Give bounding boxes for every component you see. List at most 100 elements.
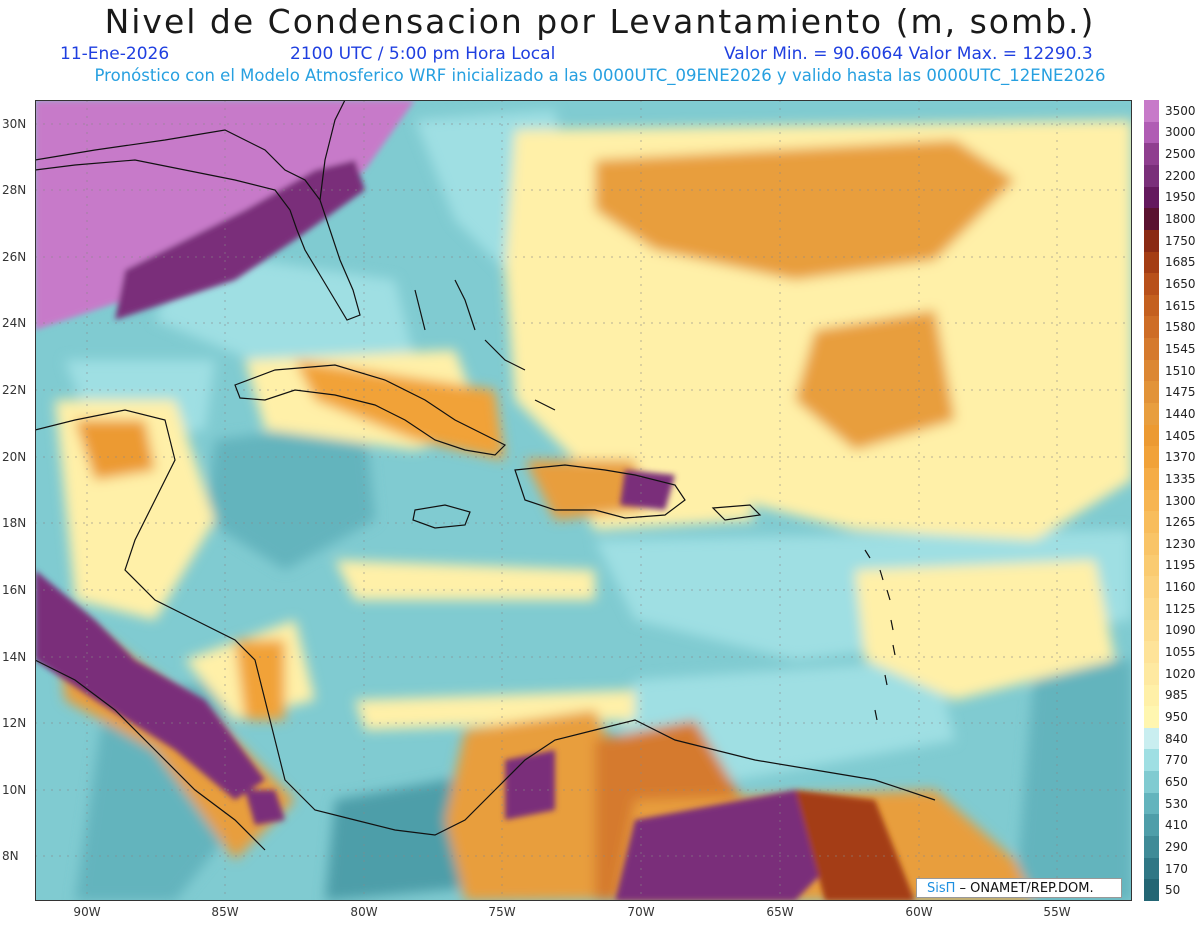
legend-swatch (1144, 597, 1159, 621)
legend-swatch (1144, 251, 1159, 274)
legend-swatch (1144, 662, 1159, 685)
forecast-date: 11-Ene-2026 (60, 44, 170, 64)
legend-label: 1440 (1165, 406, 1196, 421)
legend-swatch (1144, 836, 1159, 859)
legend-label: 1160 (1165, 580, 1196, 595)
legend-label: 1950 (1165, 190, 1196, 205)
legend-label: 1405 (1165, 428, 1196, 443)
legend-label: 1020 (1165, 666, 1196, 681)
legend-swatch (1144, 208, 1159, 231)
lat-tick: 30N (2, 117, 27, 131)
lat-tick: 28N (2, 183, 27, 197)
legend-label: 290 (1165, 839, 1188, 854)
legend-label: 650 (1165, 774, 1188, 789)
credit-box: SisΠ – ONAMET/REP.DOM. (916, 878, 1122, 898)
lon-tick: 90W (73, 905, 101, 919)
legend-swatch (1144, 186, 1159, 209)
legend-swatch (1144, 316, 1159, 339)
legend-label: 1545 (1165, 341, 1196, 356)
lat-tick: 10N (2, 783, 27, 797)
legend-label: 1650 (1165, 277, 1196, 291)
credit-text: – ONAMET/REP.DOM. (955, 881, 1094, 896)
legend-swatch (1144, 381, 1159, 404)
legend-swatch (1144, 641, 1159, 664)
coastlines (35, 100, 936, 851)
legend-label: 2200 (1165, 168, 1196, 183)
legend-swatch (1144, 489, 1159, 512)
map-area (35, 100, 1132, 901)
lon-tick: 85W (211, 905, 239, 919)
lat-tick: 26N (2, 250, 27, 264)
legend-swatch (1144, 229, 1159, 253)
legend-swatch (1144, 576, 1159, 599)
lon-tick: 60W (905, 905, 933, 919)
lat-tick: 18N (2, 516, 27, 530)
legend-label: 1510 (1165, 363, 1196, 378)
legend-swatch (1144, 879, 1159, 902)
legend-label: 1125 (1165, 601, 1196, 616)
legend-swatch (1144, 511, 1159, 534)
legend-label: 50 (1165, 883, 1181, 898)
legend-label: 1090 (1165, 623, 1196, 638)
legend-label: 1195 (1165, 558, 1196, 573)
legend-swatch (1144, 684, 1159, 707)
legend-swatch (1144, 121, 1159, 144)
legend-label: 1800 (1165, 212, 1196, 227)
legend-swatch (1144, 532, 1159, 556)
legend-label: 410 (1165, 818, 1188, 833)
legend-label: 170 (1165, 861, 1188, 876)
legend-swatch (1144, 294, 1159, 317)
legend-swatch (1144, 727, 1159, 750)
legend-label: 2500 (1165, 147, 1196, 162)
legend-label: 1370 (1165, 450, 1196, 465)
legend-label: 1750 (1165, 233, 1196, 248)
min-max-values: Valor Min. = 90.6064 Valor Max. = 12290.… (724, 44, 1093, 64)
legend-swatch (1144, 424, 1159, 447)
lon-tick: 65W (766, 905, 794, 919)
legend-swatch (1144, 814, 1159, 837)
legend-label: 3000 (1165, 125, 1196, 140)
legend-swatch (1144, 164, 1159, 188)
color-legend (1144, 100, 1159, 902)
model-info-line: Pronóstico con el Modelo Atmosferico WRF… (94, 66, 1106, 85)
sispi-logo: SisΠ (927, 881, 956, 896)
legend-swatch (1144, 359, 1159, 382)
lat-tick: 22N (2, 383, 27, 397)
legend-swatch (1144, 446, 1159, 469)
legend-label: 950 (1165, 709, 1188, 724)
legend-label: 1335 (1165, 471, 1196, 486)
legend-swatch (1144, 100, 1159, 123)
legend-swatch (1144, 403, 1159, 426)
legend-label: 1615 (1165, 298, 1196, 313)
legend-swatch (1144, 273, 1159, 296)
legend-swatch (1144, 143, 1159, 166)
legend-label: 1580 (1165, 320, 1196, 335)
legend-swatch (1144, 338, 1159, 361)
legend-label: 1685 (1165, 255, 1196, 270)
map-title: Nivel de Condensacion por Levantamiento … (104, 2, 1096, 41)
legend-label: 530 (1165, 796, 1188, 811)
legend-swatch (1144, 857, 1159, 880)
legend-label: 770 (1165, 753, 1188, 768)
lat-tick: 14N (2, 650, 27, 664)
lat-tick: 24N (2, 316, 27, 330)
legend-swatch (1144, 619, 1159, 642)
lat-tick: 16N (2, 583, 27, 597)
lon-tick: 80W (350, 905, 378, 919)
lat-tick: 12N (2, 716, 27, 730)
legend-swatch (1144, 771, 1159, 794)
lon-tick: 70W (627, 905, 655, 919)
legend-label: 3500 (1165, 103, 1196, 118)
legend-swatch (1144, 554, 1159, 577)
lat-tick: 8N (2, 849, 19, 863)
legend-label: 985 (1165, 688, 1188, 703)
lon-tick: 75W (488, 905, 516, 919)
legend-label: 1265 (1165, 515, 1196, 530)
legend-swatch (1144, 468, 1159, 491)
legend-swatch (1144, 749, 1159, 772)
legend-label: 840 (1165, 731, 1188, 746)
lcl-field-map (35, 100, 1132, 901)
legend-label: 1055 (1165, 645, 1196, 660)
lon-tick: 55W (1043, 905, 1071, 919)
legend-swatch (1144, 706, 1159, 729)
